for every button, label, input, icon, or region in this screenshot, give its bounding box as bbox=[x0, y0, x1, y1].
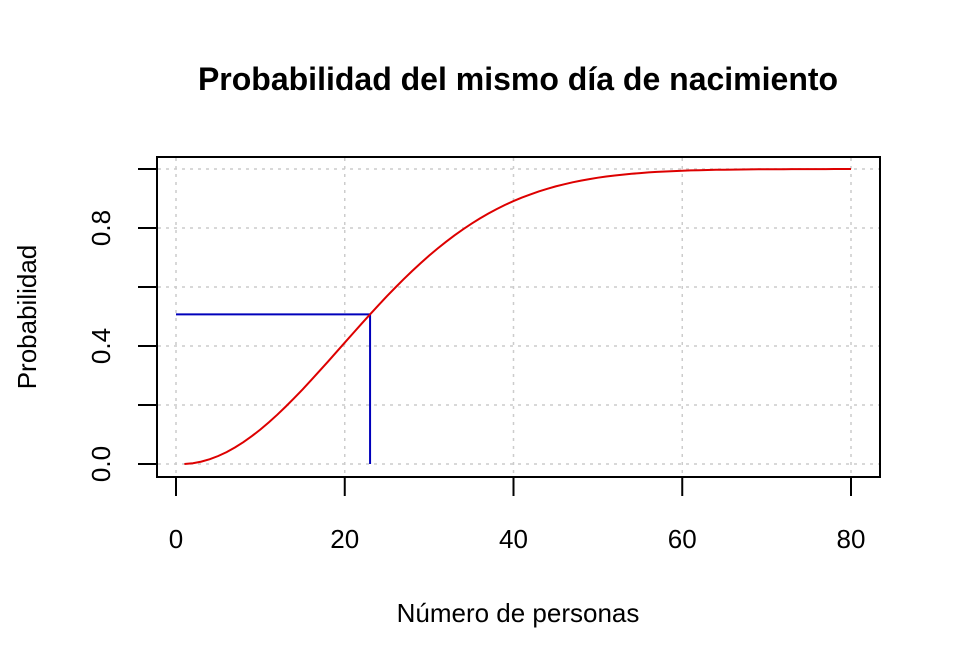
x-tick-label: 40 bbox=[499, 524, 528, 554]
y-axis: 0.0 0.4 0.8 bbox=[86, 168, 157, 482]
y-tick-label: 0.0 bbox=[86, 446, 116, 482]
chart-title: Probabilidad del mismo día de nacimiento bbox=[198, 61, 838, 97]
x-axis: 0 20 40 60 80 bbox=[169, 477, 866, 554]
plot-frame bbox=[156, 156, 881, 478]
blue-annotation bbox=[176, 313, 372, 464]
x-tick-label: 80 bbox=[837, 524, 866, 554]
y-axis-label: Probabilidad bbox=[12, 245, 42, 390]
probability-curve bbox=[184, 168, 851, 465]
x-tick-label: 60 bbox=[668, 524, 697, 554]
x-axis-label: Número de personas bbox=[397, 598, 640, 628]
grid bbox=[158, 158, 879, 476]
x-tick-label: 0 bbox=[169, 524, 183, 554]
x-tick-label: 20 bbox=[330, 524, 359, 554]
y-tick-label: 0.4 bbox=[86, 328, 116, 364]
y-tick-label: 0.8 bbox=[86, 210, 116, 246]
